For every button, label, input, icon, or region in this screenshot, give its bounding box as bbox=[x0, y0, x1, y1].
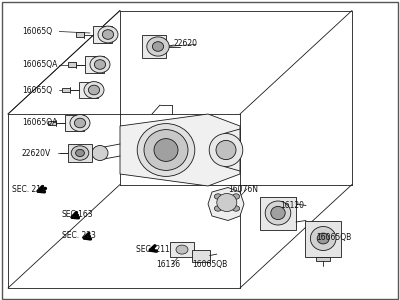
Ellipse shape bbox=[176, 245, 188, 254]
Ellipse shape bbox=[214, 206, 222, 211]
Ellipse shape bbox=[209, 134, 243, 166]
Text: 16065Q: 16065Q bbox=[22, 85, 52, 94]
Text: 16065QA: 16065QA bbox=[22, 60, 57, 69]
Text: 16065QA: 16065QA bbox=[22, 118, 57, 127]
Polygon shape bbox=[208, 188, 244, 220]
Polygon shape bbox=[192, 250, 210, 262]
Ellipse shape bbox=[214, 194, 222, 199]
Text: 16120: 16120 bbox=[280, 201, 304, 210]
Ellipse shape bbox=[70, 115, 90, 131]
Text: SEC.163: SEC.163 bbox=[62, 210, 94, 219]
Ellipse shape bbox=[76, 149, 84, 157]
Polygon shape bbox=[48, 121, 56, 125]
Ellipse shape bbox=[90, 56, 110, 73]
Polygon shape bbox=[62, 88, 70, 92]
Polygon shape bbox=[170, 242, 194, 257]
Ellipse shape bbox=[232, 206, 240, 211]
Polygon shape bbox=[65, 115, 84, 131]
Ellipse shape bbox=[310, 226, 336, 250]
Text: 22620V: 22620V bbox=[22, 148, 51, 158]
Ellipse shape bbox=[265, 201, 291, 225]
Ellipse shape bbox=[102, 30, 114, 39]
Polygon shape bbox=[120, 114, 240, 186]
Polygon shape bbox=[93, 26, 112, 43]
Ellipse shape bbox=[71, 146, 89, 160]
Text: 16136: 16136 bbox=[156, 260, 180, 269]
Ellipse shape bbox=[98, 26, 118, 43]
Ellipse shape bbox=[88, 85, 100, 95]
Ellipse shape bbox=[74, 118, 86, 128]
Ellipse shape bbox=[271, 206, 285, 220]
Text: 16076N: 16076N bbox=[228, 184, 258, 194]
Ellipse shape bbox=[317, 233, 329, 244]
Polygon shape bbox=[142, 35, 166, 58]
Ellipse shape bbox=[147, 37, 169, 56]
Ellipse shape bbox=[152, 42, 164, 51]
Polygon shape bbox=[68, 144, 92, 162]
Ellipse shape bbox=[92, 146, 108, 160]
Ellipse shape bbox=[154, 139, 178, 161]
Ellipse shape bbox=[217, 194, 237, 211]
Polygon shape bbox=[260, 196, 296, 230]
Text: 16065QB: 16065QB bbox=[316, 233, 351, 242]
Ellipse shape bbox=[232, 194, 240, 199]
Ellipse shape bbox=[216, 140, 236, 160]
Polygon shape bbox=[79, 82, 98, 98]
Ellipse shape bbox=[144, 130, 188, 170]
Text: 16065QB: 16065QB bbox=[192, 260, 227, 268]
Ellipse shape bbox=[94, 60, 106, 69]
Text: SEC. 211: SEC. 211 bbox=[12, 184, 46, 194]
Polygon shape bbox=[316, 256, 330, 261]
Text: SEC. 211: SEC. 211 bbox=[136, 244, 170, 253]
Polygon shape bbox=[85, 56, 104, 73]
Text: 22620: 22620 bbox=[174, 39, 198, 48]
Polygon shape bbox=[76, 32, 84, 37]
Ellipse shape bbox=[137, 124, 195, 176]
Text: SEC. 223: SEC. 223 bbox=[62, 231, 96, 240]
Ellipse shape bbox=[84, 82, 104, 98]
Text: 16065Q: 16065Q bbox=[22, 27, 52, 36]
Polygon shape bbox=[68, 62, 76, 67]
Polygon shape bbox=[305, 220, 341, 256]
